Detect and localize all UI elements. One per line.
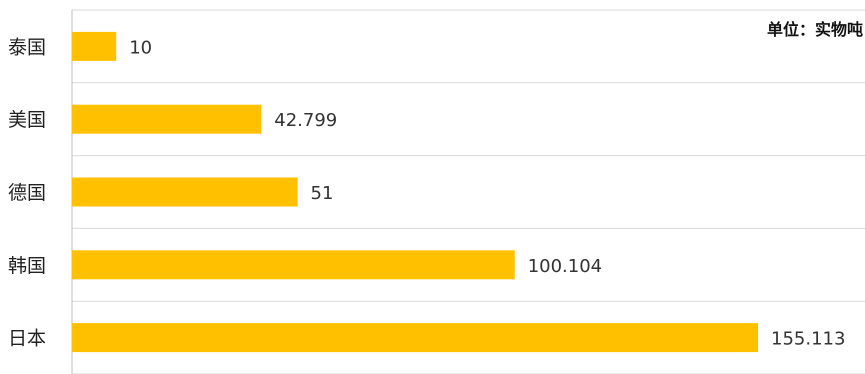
category-label: 韩国 (8, 255, 46, 277)
value-label: 100.104 (528, 256, 602, 277)
category-label: 美国 (8, 109, 46, 131)
bar (72, 31, 117, 61)
bar (72, 177, 298, 207)
value-label: 155.113 (771, 329, 845, 350)
gridlines (72, 9, 865, 374)
value-label: 51 (311, 183, 334, 204)
value-label: 42.799 (274, 110, 337, 131)
bar (72, 104, 262, 134)
bar (72, 250, 515, 280)
category-label: 泰国 (8, 36, 46, 58)
bars (72, 31, 758, 353)
unit-label: 单位：实物吨 (766, 20, 863, 39)
value-label: 10 (129, 37, 152, 58)
category-label: 德国 (8, 182, 46, 204)
bar (72, 323, 758, 353)
value-labels: 10 42.799 51 100.104 155.113 (129, 37, 845, 349)
category-label: 日本 (8, 328, 46, 350)
